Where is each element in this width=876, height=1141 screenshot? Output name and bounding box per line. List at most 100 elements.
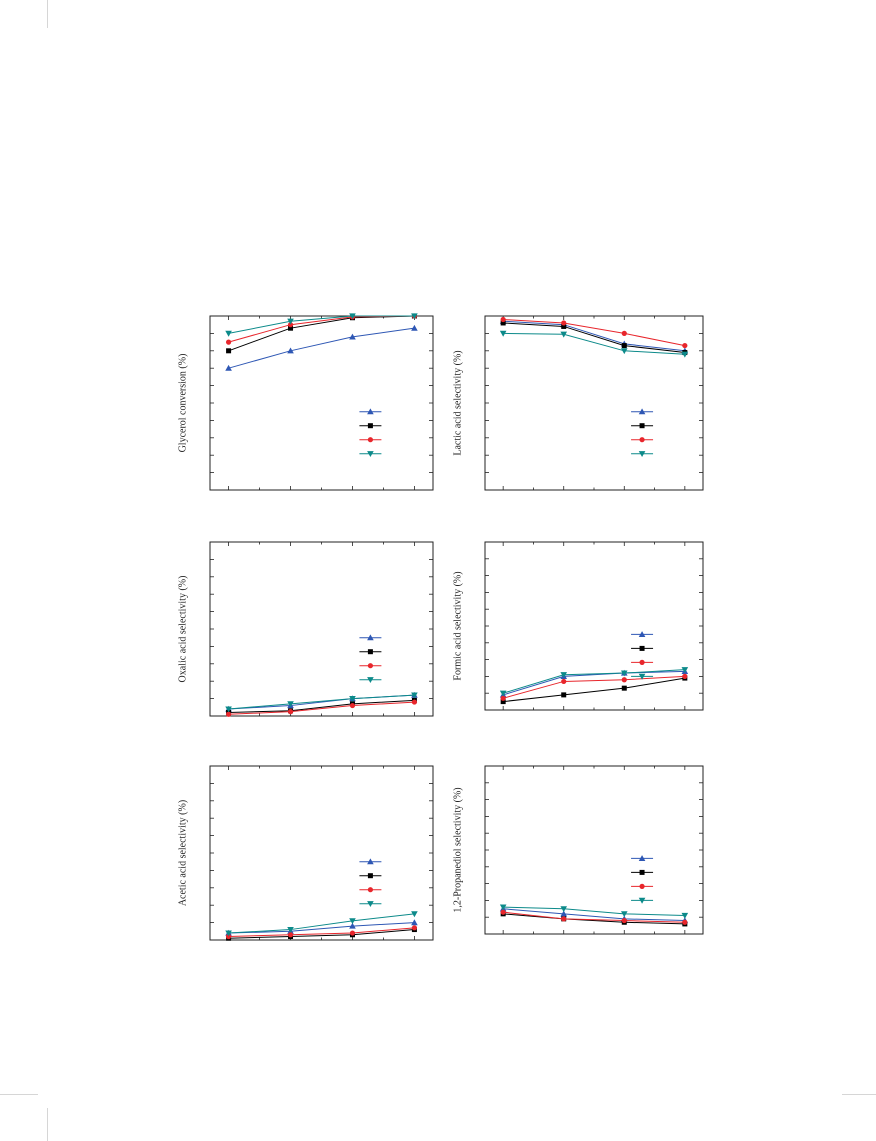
data-point-s0-p2 (349, 333, 356, 340)
series-line-0 (503, 670, 685, 696)
data-point-s1-p0 (500, 699, 506, 705)
series-line-3 (228, 315, 415, 334)
legend-marker-0 (367, 634, 374, 641)
plot-frame (209, 765, 434, 941)
legend-marker-2 (367, 887, 374, 893)
series-line-2 (228, 927, 415, 938)
data-point-s3-p0 (499, 690, 507, 697)
data-point-s3-p1 (560, 906, 568, 913)
data-point-s1-p1 (561, 323, 567, 329)
crop-mark-bottom-left-vertical (47, 1108, 48, 1141)
series-line-1 (503, 322, 685, 354)
data-point-s2-p2 (621, 917, 627, 924)
data-point-s3-p1 (560, 672, 568, 679)
series-line-2 (228, 701, 415, 715)
series-line-0 (228, 922, 415, 934)
data-point-s3-p0 (225, 930, 232, 937)
series-line-0 (503, 908, 685, 922)
legend-marker-2 (639, 437, 645, 443)
chart-propanediol (484, 765, 704, 935)
data-point-s3-p1 (287, 318, 294, 325)
data-point-s1-p1 (288, 325, 294, 331)
legend-marker-1 (639, 869, 645, 875)
data-point-s3-p2 (620, 670, 628, 677)
legend-marker-3 (638, 897, 646, 904)
legend-marker-0 (367, 858, 374, 865)
chart-acetic (209, 765, 434, 941)
data-point-s2-p3 (682, 342, 688, 349)
data-point-s2-p1 (287, 709, 294, 715)
plot-frame (484, 765, 704, 935)
data-point-s3-p0 (225, 330, 232, 337)
legend-marker-1 (367, 873, 373, 879)
data-point-s2-p3 (411, 699, 418, 705)
data-point-s1-p2 (621, 685, 627, 691)
data-point-s2-p3 (682, 919, 688, 925)
data-point-s2-p2 (621, 330, 627, 336)
data-point-s1-p0 (500, 320, 506, 326)
data-point-s0-p3 (411, 324, 418, 331)
data-point-s2-p3 (682, 673, 688, 680)
data-point-s2-p1 (287, 932, 294, 938)
data-point-s0-p1 (287, 347, 294, 354)
data-point-s2-p1 (561, 678, 567, 685)
plot-frame (484, 541, 704, 711)
data-point-s2-p0 (500, 695, 506, 701)
series-line-1 (503, 677, 685, 703)
data-point-s3-p3 (681, 667, 689, 673)
plot-frame (209, 541, 434, 717)
legend-marker-0 (638, 855, 646, 861)
legend-marker-0 (638, 408, 646, 415)
data-point-s2-p1 (561, 320, 567, 326)
data-point-s3-p0 (499, 330, 507, 337)
series-line-1 (503, 913, 685, 925)
legend-marker-1 (639, 423, 645, 429)
legend-marker-3 (367, 901, 374, 907)
series-line-2 (503, 911, 685, 923)
data-point-s3-p1 (287, 701, 294, 708)
legend-marker-3 (638, 673, 646, 680)
legend-marker-2 (639, 659, 645, 666)
data-point-s3-p3 (411, 911, 418, 918)
data-point-s3-p2 (349, 313, 356, 320)
legend-marker-1 (639, 645, 645, 651)
data-point-s2-p3 (411, 925, 418, 931)
legend-marker-2 (639, 883, 645, 890)
data-point-s3-p2 (620, 911, 628, 918)
plot-frame (209, 315, 434, 491)
data-point-s3-p3 (681, 912, 689, 919)
legend-marker-1 (367, 423, 373, 429)
data-point-s3-p2 (349, 918, 356, 925)
series-line-3 (228, 913, 415, 934)
data-point-s2-p2 (349, 930, 356, 936)
data-point-s0-p2 (349, 922, 356, 929)
data-point-s3-p0 (499, 904, 507, 911)
data-point-s0-p3 (411, 919, 418, 926)
legend-marker-0 (638, 631, 646, 637)
series-line-0 (228, 327, 415, 369)
series-line-3 (503, 669, 685, 694)
data-point-s1-p1 (561, 692, 567, 698)
data-point-s2-p2 (349, 702, 356, 709)
data-point-s2-p0 (500, 909, 506, 915)
legend-marker-3 (367, 677, 374, 683)
series-line-2 (503, 318, 685, 347)
crop-mark-bottom-right-horizontal (842, 1094, 876, 1095)
legend-marker-3 (638, 451, 646, 457)
crop-mark-top-left-vertical (47, 0, 48, 28)
legend-marker-1 (367, 649, 373, 655)
data-point-s2-p1 (287, 322, 294, 328)
data-point-s0-p1 (560, 910, 568, 917)
data-point-s1-p2 (621, 343, 627, 349)
data-point-s2-p1 (561, 916, 567, 922)
data-point-s2-p0 (225, 339, 232, 345)
series-line-1 (228, 699, 415, 714)
series-line-3 (503, 906, 685, 917)
data-point-s3-p1 (560, 331, 568, 338)
data-point-s3-p2 (620, 348, 628, 355)
data-point-s3-p3 (681, 351, 689, 358)
data-point-s3-p3 (411, 692, 418, 699)
data-point-s2-p0 (225, 711, 232, 717)
data-point-s1-p0 (226, 348, 232, 354)
